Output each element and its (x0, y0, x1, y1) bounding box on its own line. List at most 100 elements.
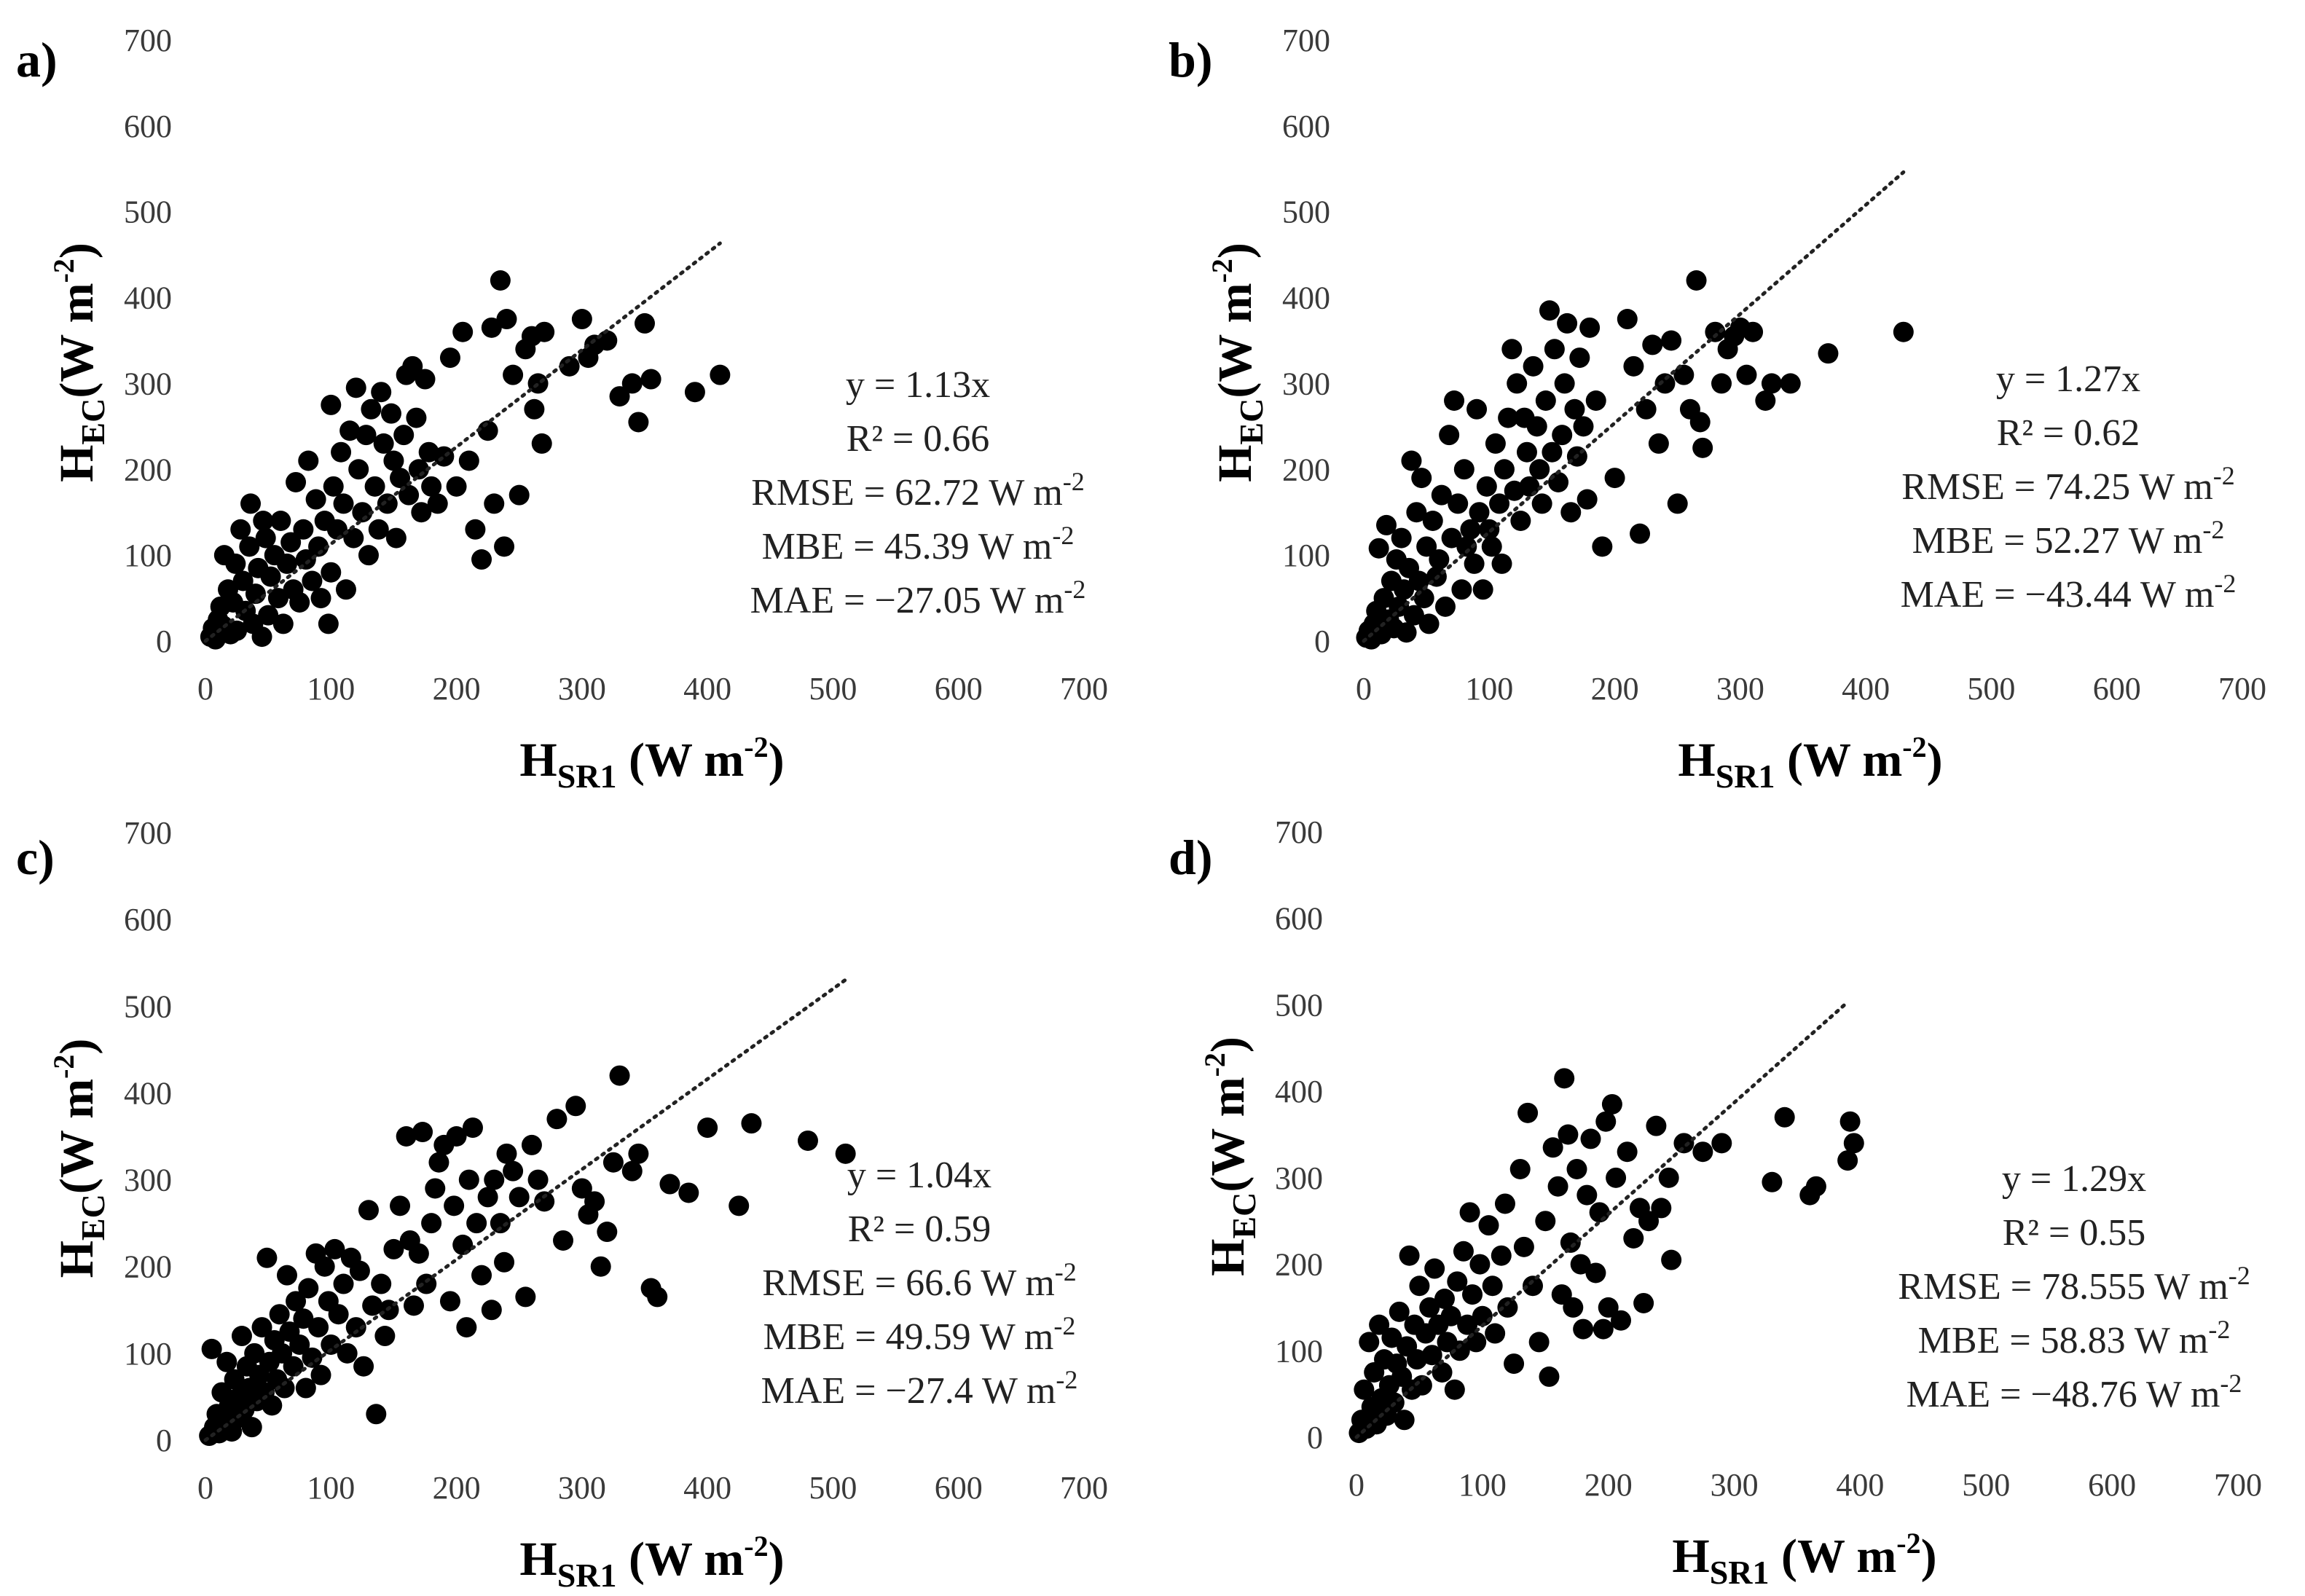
data-point (584, 1191, 605, 1212)
data-point (1566, 1158, 1587, 1179)
data-point (1692, 437, 1713, 458)
data-point (358, 545, 379, 566)
x-tick-label: 200 (1591, 671, 1639, 707)
data-point (224, 1369, 245, 1390)
data-point (571, 309, 592, 330)
data-point (484, 493, 505, 514)
stat-r2: R² = 0.55 (2003, 1212, 2146, 1254)
data-point (741, 1113, 762, 1134)
data-point (659, 1174, 680, 1195)
data-point (1394, 579, 1415, 600)
x-tick-label: 400 (683, 1470, 731, 1506)
y-tick-label: 100 (124, 538, 172, 573)
stat-mbe: MBE = 45.39 W m-2 (762, 521, 1075, 567)
scatter-plot-c: c) 0 100 200 300 400 500 600 700 0 100 200 300 400 500… (16, 815, 1108, 1594)
data-point (1654, 373, 1676, 394)
data-point (362, 1295, 383, 1316)
data-point (1460, 519, 1481, 540)
data-point (1481, 536, 1502, 557)
x-tick-label: 500 (1967, 671, 2015, 707)
data-point (415, 369, 436, 390)
data-point (358, 1200, 379, 1221)
data-point (225, 553, 246, 574)
data-point (1642, 334, 1663, 355)
data-point (481, 1300, 502, 1321)
data-point (609, 386, 630, 407)
y-tick-label: 200 (124, 452, 172, 487)
data-point (628, 412, 649, 433)
stat-rmse: RMSE = 62.72 W m-2 (751, 467, 1085, 514)
y-tick-label: 0 (156, 624, 172, 659)
data-point (1592, 536, 1613, 557)
data-point (286, 471, 307, 492)
data-point (1419, 1297, 1440, 1318)
data-point (396, 1126, 417, 1147)
x-tick-label: 0 (1348, 1467, 1364, 1503)
data-point (406, 407, 427, 428)
data-point (302, 570, 323, 591)
data-point (496, 309, 517, 330)
y-tick-label: 500 (124, 194, 172, 230)
data-point (302, 1347, 323, 1368)
data-point (1479, 519, 1500, 540)
data-point (521, 1134, 542, 1155)
data-point (1444, 390, 1465, 411)
data-point (383, 1238, 404, 1259)
data-point (471, 549, 492, 570)
data-point (1491, 553, 1512, 574)
data-point (565, 1096, 586, 1117)
y-tick-label: 100 (1275, 1333, 1323, 1369)
data-point (494, 536, 515, 557)
data-point (321, 562, 342, 583)
data-point (374, 1326, 396, 1347)
data-point (1623, 1227, 1644, 1249)
stat-equation: y = 1.13x (846, 364, 990, 406)
data-point (1409, 1275, 1430, 1297)
data-point (1558, 1124, 1579, 1145)
data-point (1451, 579, 1472, 600)
x-tick-label: 700 (1060, 671, 1108, 707)
data-point (269, 1304, 290, 1325)
data-point (1381, 1327, 1402, 1348)
data-point (1673, 1133, 1695, 1154)
panel-b: b) 0 100 200 300 400 500 600 700 0 100 200 300 400 500… (1152, 0, 2305, 798)
data-point (241, 1417, 262, 1438)
y-tick-label: 700 (124, 23, 172, 58)
data-point (452, 1234, 474, 1255)
data-point (1434, 596, 1456, 617)
data-point (1528, 1332, 1550, 1353)
stat-equation: y = 1.04x (847, 1155, 991, 1196)
x-tick-label: 300 (1716, 671, 1764, 707)
data-point (458, 1169, 479, 1190)
data-point (402, 355, 423, 377)
data-point (531, 433, 552, 454)
data-point (1630, 523, 1651, 544)
y-tick-label: 600 (1282, 109, 1330, 144)
data-point (508, 484, 530, 506)
data-point (308, 536, 329, 557)
scatter-plot-d: d) 0 100 200 300 400 500 600 700 0 100 200 300 400 500… (1169, 814, 2262, 1591)
data-point (1646, 1115, 1667, 1136)
y-tick-label: 300 (1282, 366, 1330, 401)
data-point (1560, 1232, 1581, 1253)
data-point (1535, 1211, 1556, 1232)
data-point (534, 1191, 555, 1212)
data-point (1593, 1318, 1614, 1340)
data-point (1539, 300, 1560, 321)
data-point (308, 1317, 329, 1338)
data-point (456, 1317, 477, 1338)
data-point (232, 570, 254, 591)
data-point (1651, 1198, 1672, 1219)
data-point (390, 1195, 411, 1216)
data-point (416, 1273, 437, 1294)
data-point (403, 1295, 424, 1316)
data-point (1623, 355, 1644, 377)
data-point (239, 536, 260, 557)
data-point (377, 493, 398, 514)
data-point (1633, 1292, 1654, 1313)
data-point (333, 493, 354, 514)
stat-r2: R² = 0.59 (848, 1208, 991, 1250)
data-point (339, 420, 361, 441)
data-point (1464, 553, 1485, 574)
data-point (276, 553, 297, 574)
